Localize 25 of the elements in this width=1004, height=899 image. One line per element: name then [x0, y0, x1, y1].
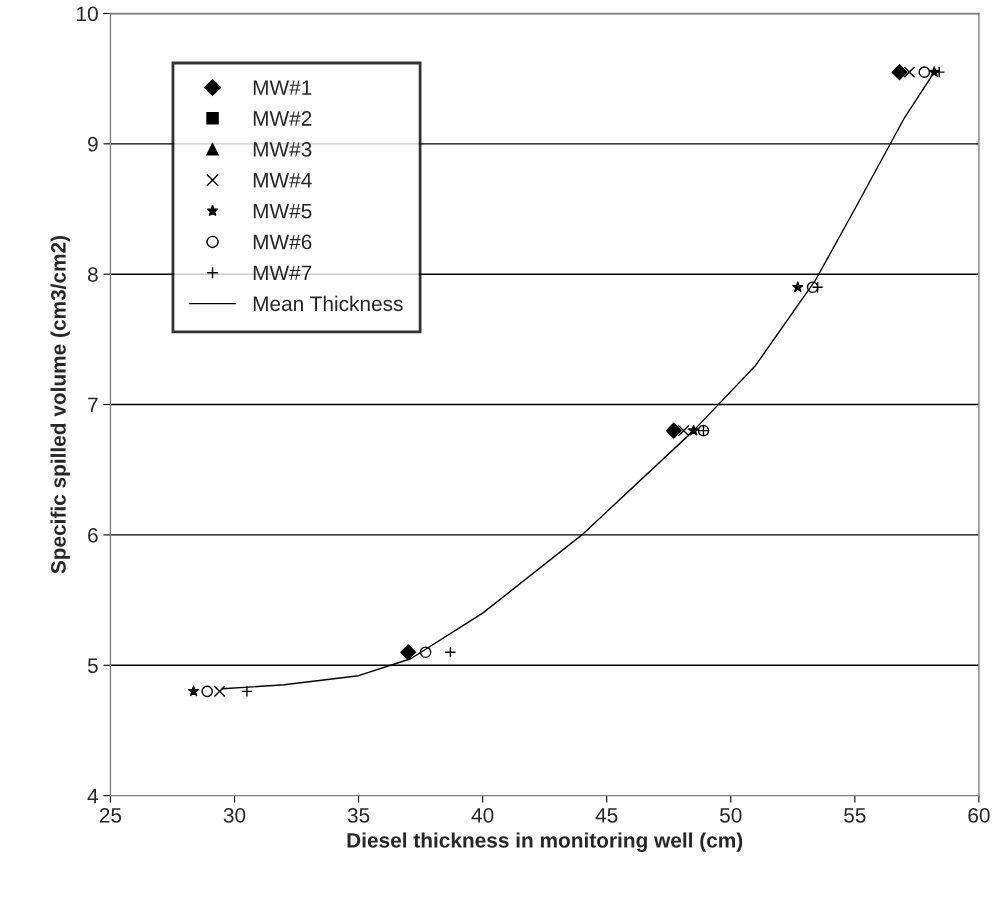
x-tick-label: 45 — [595, 808, 618, 823]
legend-label: MW#3 — [253, 141, 312, 157]
legend-label: MW#4 — [253, 173, 312, 188]
y-tick-label: 7 — [88, 397, 98, 413]
x-tick-label: 30 — [223, 807, 246, 823]
y-tick-label: 9 — [88, 136, 98, 152]
y-tick-label: 10 — [77, 6, 98, 22]
y-axis-title: Specific spilled volume (cm3/cm2) — [50, 235, 70, 574]
y-tick-label: 5 — [87, 658, 98, 674]
y-tick-label: 8 — [87, 267, 98, 282]
legend-label: MW#1 — [253, 80, 312, 95]
x-axis-title: Diesel thickness in monitoring well (cm) — [347, 832, 743, 852]
x-tick-label: 50 — [720, 807, 742, 823]
legend-label: MW#6 — [253, 234, 312, 250]
legend-label: MW#5 — [253, 203, 312, 219]
y-tick-label: 4 — [87, 788, 99, 804]
x-tick-label: 35 — [347, 807, 370, 823]
x-tick-label: 60 — [968, 807, 990, 823]
x-tick-label: 25 — [99, 807, 122, 823]
x-tick-label: 55 — [844, 808, 866, 823]
legend-label: MW#7 — [253, 265, 312, 281]
x-tick-label: 40 — [471, 807, 494, 823]
legend-label: MW#2 — [253, 111, 312, 126]
legend-label: Mean Thickness — [253, 295, 403, 312]
y-tick-label: 6 — [88, 527, 98, 543]
